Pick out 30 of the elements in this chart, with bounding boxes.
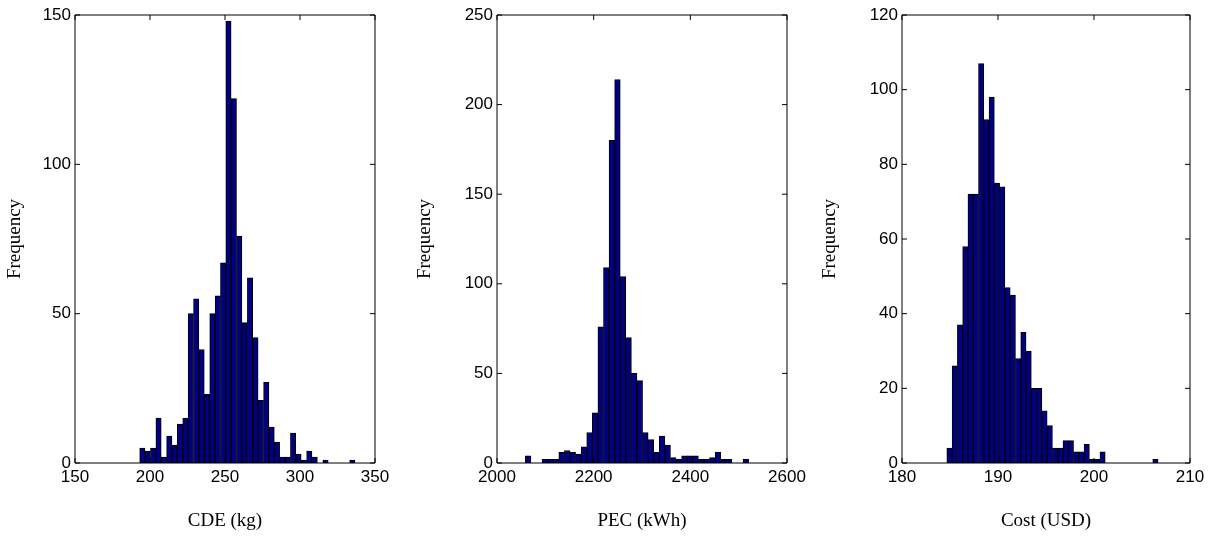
- y-tick-label: 120: [869, 4, 898, 24]
- x-axis-title: CDE (kg): [187, 508, 263, 531]
- x-tick-label: 210: [1175, 466, 1205, 486]
- y-axis-title: Frequency: [413, 198, 435, 280]
- y-tick-label: 100: [42, 154, 71, 174]
- x-tick-label: 2400: [671, 466, 710, 486]
- x-tick-label: 350: [360, 466, 390, 486]
- y-tick-label: 50: [474, 363, 493, 383]
- y-tick-label: 150: [42, 4, 71, 24]
- x-tick-label: 300: [285, 466, 315, 486]
- x-tick-label: 250: [210, 466, 240, 486]
- y-tick-label: 100: [464, 273, 493, 293]
- y-tick-label: 60: [879, 228, 898, 248]
- y-tick-label: 200: [464, 94, 493, 114]
- y-axis-title: Frequency: [818, 198, 840, 280]
- y-tick-label: 250: [464, 4, 493, 24]
- y-tick-label: 80: [879, 154, 898, 174]
- x-axis-title: PEC (kWh): [597, 508, 687, 531]
- x-tick-label: 200: [1079, 466, 1109, 486]
- y-axis-title: Frequency: [3, 198, 25, 280]
- x-tick-label: 2200: [574, 466, 613, 486]
- y-tick-label: 20: [879, 378, 898, 398]
- x-axis-title: Cost (USD): [1000, 508, 1092, 531]
- y-tick-label: 40: [879, 303, 898, 323]
- x-tick-label: 2600: [768, 466, 806, 486]
- y-tick-label: 100: [869, 79, 898, 99]
- x-tick-label: 200: [135, 466, 165, 486]
- y-tick-label: 50: [52, 303, 71, 323]
- y-tick-label: 150: [464, 183, 493, 203]
- x-tick-label: 190: [983, 466, 1013, 486]
